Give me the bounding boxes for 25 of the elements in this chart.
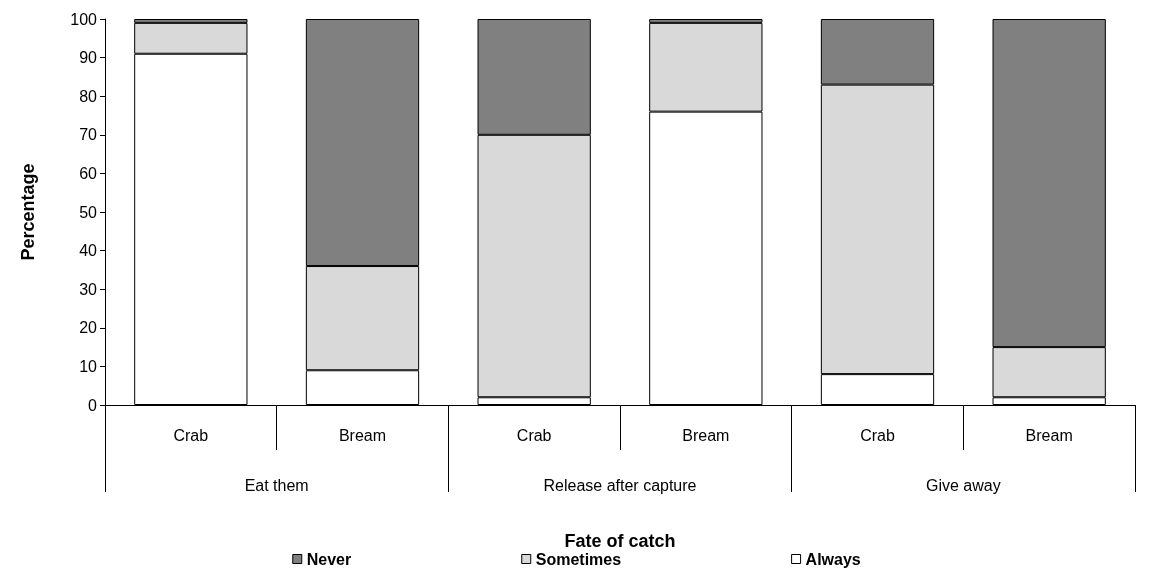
y-tick-label: 100 — [70, 10, 98, 28]
y-tick-label: 60 — [79, 164, 98, 182]
y-tick-label: 80 — [79, 87, 98, 105]
y-tick-label: 0 — [88, 396, 98, 414]
y-tick-label: 10 — [79, 357, 98, 375]
legend-label: Sometimes — [535, 550, 622, 568]
x-tick-label: Bream — [1025, 426, 1073, 444]
x-tick-label: Crab — [173, 426, 209, 444]
text: Give away — [925, 476, 1001, 494]
text: Eat them — [244, 476, 309, 494]
x-tick-label: Bream — [338, 426, 387, 444]
y-tick-label: 20 — [79, 319, 98, 337]
y-tick-label: 30 — [79, 280, 98, 298]
x-axis-title: Fate of catch — [564, 531, 676, 551]
x-tick-label: Crab — [516, 426, 552, 444]
y-tick-label: 40 — [79, 242, 98, 260]
y-axis-title: Percentage — [18, 163, 38, 261]
y-tick-label: 90 — [79, 49, 98, 67]
x-tick-label: Bream — [682, 426, 730, 444]
legend-label: Always — [805, 550, 861, 568]
x-tick-label: Crab — [860, 426, 895, 444]
text: Release after capture — [543, 476, 697, 494]
y-tick-label: 70 — [79, 126, 98, 144]
legend-label: Never — [306, 550, 352, 568]
y-tick-label: 50 — [79, 203, 98, 221]
